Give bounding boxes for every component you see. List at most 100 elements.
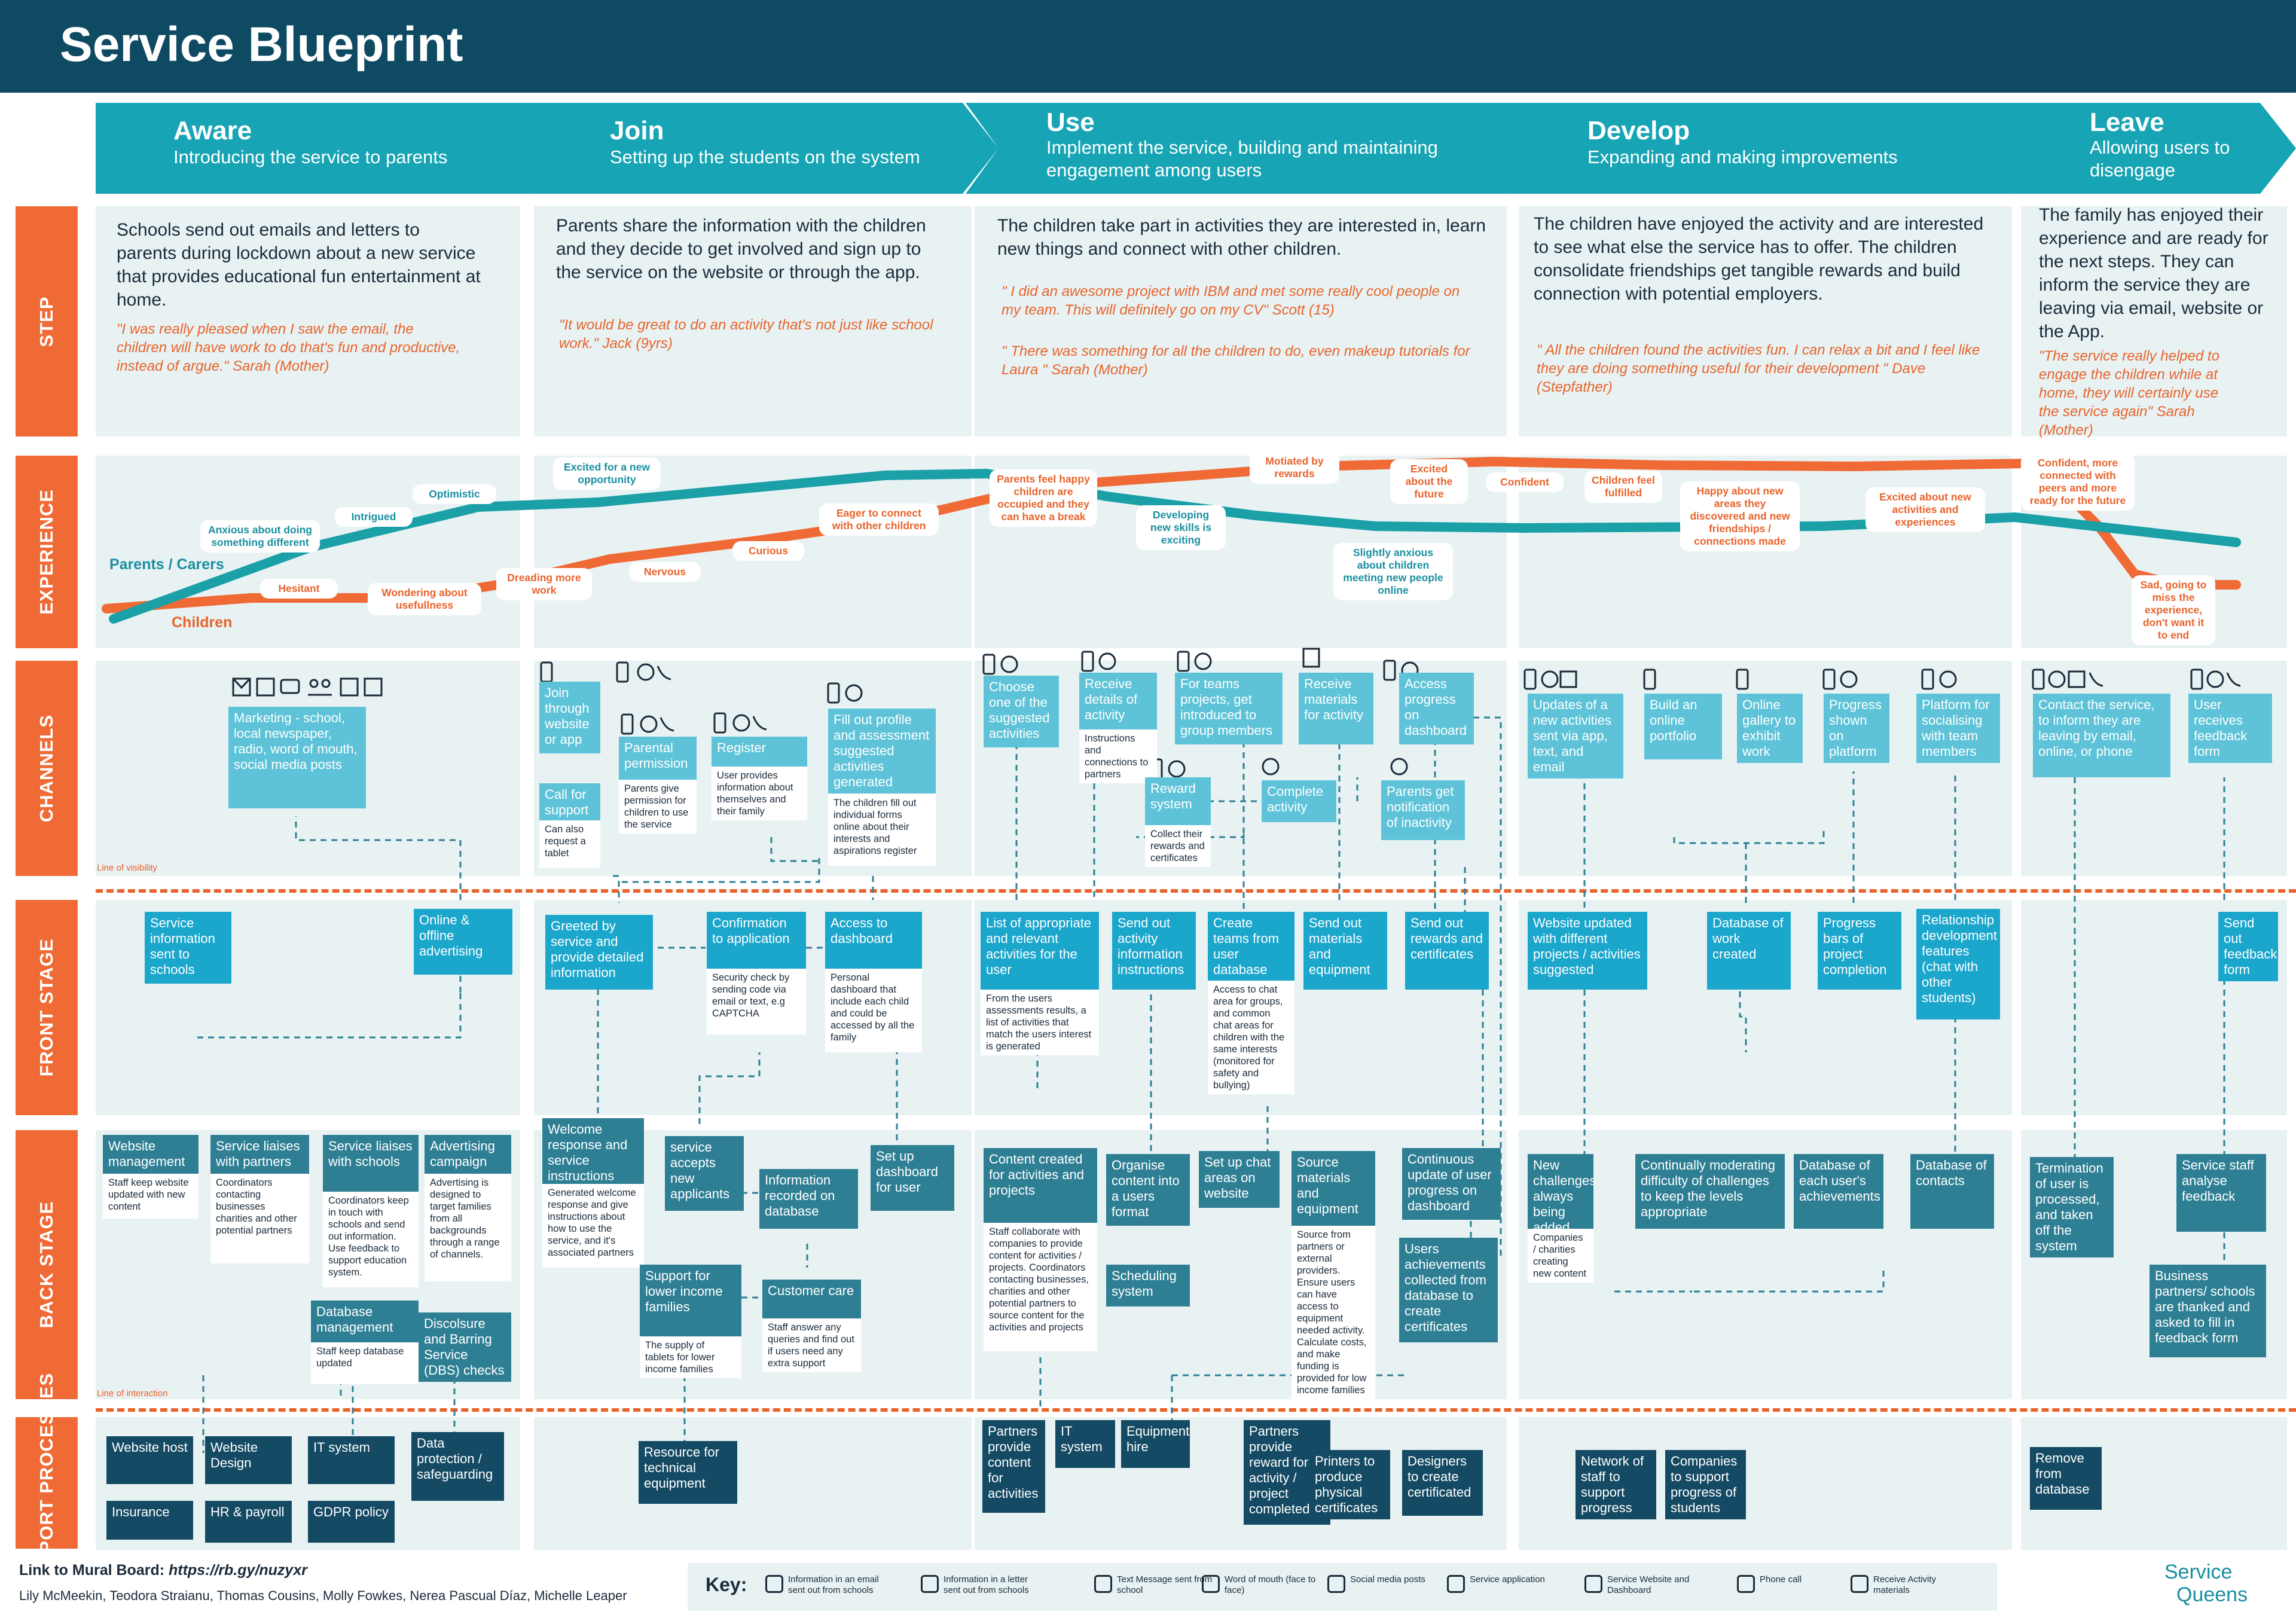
back-box-set-up-dashboard-for-user: Set up dashboard for user xyxy=(871,1145,954,1211)
line-of-interaction-label: Line of interaction xyxy=(97,1388,168,1399)
channels-box-contact-the-service-to-inform-they-are-l: Contact the service, to inform they are … xyxy=(2033,694,2170,777)
page-title: Service Blueprint xyxy=(60,17,463,72)
back-note: Coordinators keep in touch with schools … xyxy=(323,1192,419,1287)
mural-link[interactable]: https://rb.gy/nuzyxr xyxy=(169,1562,307,1579)
support-box-network-of-staff-to-support-progress: Network of staff to support progress xyxy=(1576,1450,1656,1519)
front-note: Personal dashboard that include each chi… xyxy=(825,969,922,1052)
globe-icon xyxy=(1584,1575,1602,1593)
line-of-visibility-label: Line of visibility xyxy=(97,863,157,873)
authors: Lily McMeekin, Teodora Straianu, Thomas … xyxy=(19,1588,627,1603)
experience-label: Happy about new areas they discovered an… xyxy=(1680,481,1800,551)
front-box-send-out-feedback-form: Send out feedback form xyxy=(2218,912,2278,981)
channels-box-marketing-school-local-newspaper-radio-w: Marketing - school, local newspaper, rad… xyxy=(228,707,366,808)
phase-develop: Develop Expanding and making improvement… xyxy=(1510,103,2048,194)
key-item-label: Information in a letter sent out from sc… xyxy=(944,1574,1029,1595)
key-item-label: Service application xyxy=(1470,1574,1545,1585)
activity-materials-icon xyxy=(1302,648,1320,668)
phone-app-icon xyxy=(1177,651,1190,672)
phase-use: Use Implement the service, building and … xyxy=(966,103,1546,194)
step-quote: " I did an awesome project with IBM and … xyxy=(1002,283,1460,318)
phase-subtitle: Setting up the students on the system xyxy=(610,146,920,167)
front-note: Security check by sending code via email… xyxy=(707,969,806,1034)
channels-box-reward-system: Reward system xyxy=(1145,777,1211,825)
line-of-interaction xyxy=(96,1408,2296,1412)
experience-label: Confident, more connected with peers and… xyxy=(2021,453,2135,511)
channels-box-progress-shown-on-platform: Progress shown on platform xyxy=(1824,694,1889,763)
key-legend xyxy=(688,1563,1997,1611)
back-box-continuous-update-of-user-progress-on-da: Continuous update of user progress on da… xyxy=(1402,1148,1501,1220)
experience-label: Nervous xyxy=(629,562,701,582)
word-of-mouth-icon xyxy=(308,679,332,696)
back-box-source-materials-and-equipment: Source materials and equipment xyxy=(1292,1151,1375,1226)
experience-label: Slightly anxious about children meeting … xyxy=(1333,543,1453,600)
email-icon xyxy=(765,1575,783,1593)
lane-background xyxy=(534,1417,972,1550)
phone-app-icon xyxy=(540,661,553,683)
mural-link-label: Link to Mural Board: https://rb.gy/nuzyx… xyxy=(19,1562,307,1579)
globe-icon xyxy=(1262,758,1280,776)
phone-call-icon xyxy=(1737,1575,1755,1593)
step-quote: "I was really pleased when I saw the ema… xyxy=(117,321,460,374)
series-label-parents-carers: Parents / Carers xyxy=(109,556,224,573)
phone-app-icon xyxy=(827,682,840,704)
back-box-new-challenges-always-being-added: New challenges always being added xyxy=(1528,1154,1596,1239)
email-icon xyxy=(232,677,251,697)
back-box-customer-care: Customer care xyxy=(762,1280,861,1318)
experience-label: Dreading more work xyxy=(496,568,592,600)
back-box-database-of-each-user-s-achievements: Database of each user's achievements xyxy=(1794,1154,1883,1229)
key-item-label: Information in an email sent out from sc… xyxy=(788,1574,879,1595)
row-label-experience: EXPERIENCE xyxy=(16,456,78,648)
globe-icon xyxy=(1390,758,1408,776)
phone-call-icon xyxy=(660,717,674,732)
experience-label: Hesitant xyxy=(260,579,338,599)
channels-note: The children fill out individual forms o… xyxy=(828,794,936,866)
phone-app-icon xyxy=(1081,651,1094,672)
back-box-support-for-lower-income-families: Support for lower income families xyxy=(640,1265,741,1336)
channels-box-for-teams-projects-get-introduced-to-gro: For teams projects, get introduced to gr… xyxy=(1175,673,1283,744)
step-text: The children take part in activities the… xyxy=(997,216,1486,259)
globe-icon xyxy=(1000,655,1018,673)
channels-box-parents-get-notification-of-inactivity: Parents get notification of inactivity xyxy=(1381,780,1465,840)
back-note: Staff keep website updated with new cont… xyxy=(103,1174,199,1219)
experience-label: Excited about new activities and experie… xyxy=(1866,487,1985,532)
channels-box-receive-details-of-activity: Receive details of activity xyxy=(1079,673,1157,729)
support-box-insurance: Insurance xyxy=(106,1501,193,1540)
series-label-children: Children xyxy=(172,614,233,631)
row-label-front-stage: FRONT STAGE xyxy=(16,900,78,1115)
front-box-online-offline-advertising: Online & offline advertising xyxy=(414,909,512,975)
support-box-resource-for-technical-equipment: Resource for technical equipment xyxy=(639,1441,737,1504)
back-note: Advertising is designed to target famili… xyxy=(425,1174,511,1281)
experience-label: Developing new skills is exciting xyxy=(1136,505,1226,550)
channels-box-parental-permission: Parental permission xyxy=(619,737,697,780)
globe-icon xyxy=(732,714,750,732)
row-label-back-stage: BACK STAGE xyxy=(16,1130,78,1399)
channels-box-platform-for-socialising-with-team-membe: Platform for socialising with team membe… xyxy=(1916,694,2000,763)
channels-box-fill-out-profile-and-assessment-suggeste: Fill out profile and assessment suggeste… xyxy=(828,709,936,793)
channels-note: User provides information about themselv… xyxy=(712,767,807,820)
step-text: The family has enjoyed their experience … xyxy=(2039,205,2268,341)
key-item-label: Word of mouth (face to face) xyxy=(1225,1574,1316,1595)
globe-icon xyxy=(1541,670,1559,688)
channels-box-complete-activity: Complete activity xyxy=(1262,780,1336,822)
key-item-label: Social media posts xyxy=(1350,1574,1425,1585)
brand-service: Service xyxy=(2164,1561,2233,1583)
back-box-set-up-chat-areas-on-website: Set up chat areas on website xyxy=(1199,1151,1280,1208)
row-label-channels: CHANNELS xyxy=(16,661,78,876)
channels-note: Instructions and connections to partners xyxy=(1079,729,1157,783)
channels-box-online-gallery-to-exhibit-work: Online gallery to exhibit work xyxy=(1737,694,1803,763)
key-item-label: Text Message sent from school xyxy=(1117,1574,1213,1595)
support-box-designers-to-create-certificated: Designers to create certificated xyxy=(1402,1450,1483,1516)
back-note: Staff collaborate with companies to prov… xyxy=(984,1223,1097,1351)
support-box-equipment-hire: Equipment hire xyxy=(1121,1420,1190,1468)
text-message-icon xyxy=(1094,1575,1112,1593)
back-box-organise-content-into-a-users-format: Organise content into a users format xyxy=(1106,1154,1190,1226)
experience-label: Motiated by rewards xyxy=(1250,451,1339,484)
title-bar xyxy=(0,0,2296,93)
phase-aware: Aware Introducing the service to parents xyxy=(96,103,568,194)
back-box-scheduling-system: Scheduling system xyxy=(1106,1265,1190,1306)
row-label-step: STEP xyxy=(16,206,78,436)
back-box-business-partners-schools-are-thanked-an: Business partners/ schools are thanked a… xyxy=(2150,1265,2266,1357)
step-text: The children have enjoyed the activity a… xyxy=(1534,214,1984,304)
lane-background xyxy=(534,206,972,436)
